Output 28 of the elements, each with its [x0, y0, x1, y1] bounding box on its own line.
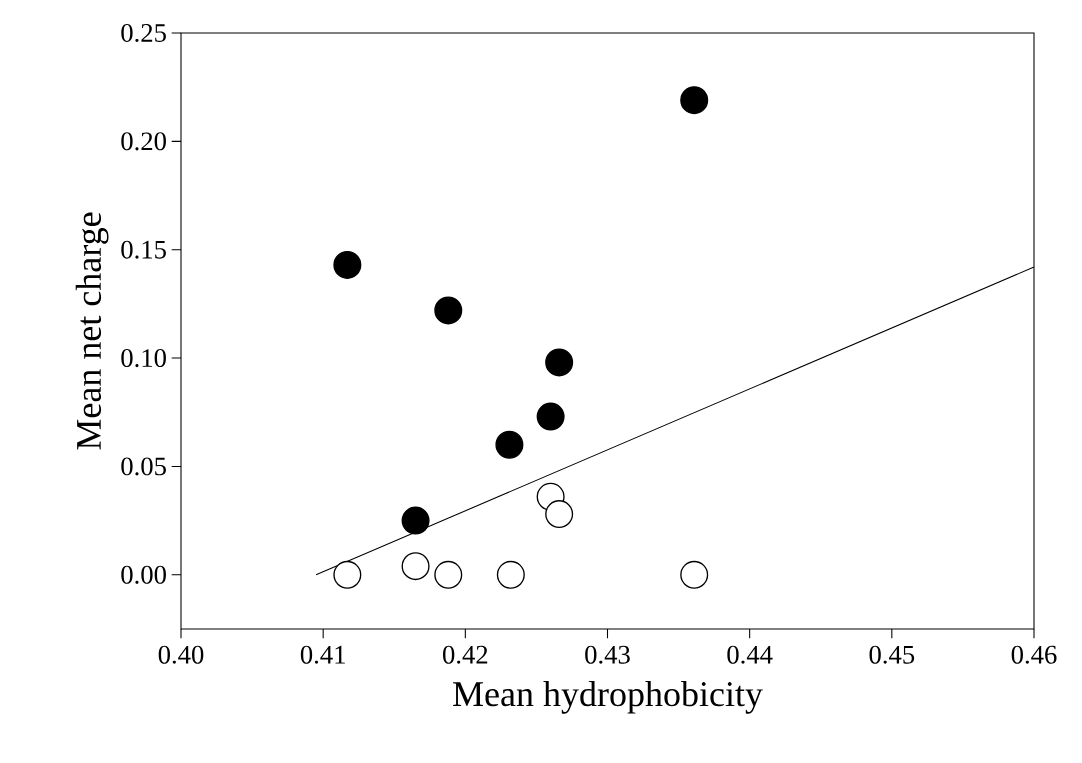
point [401, 552, 430, 581]
point [536, 402, 565, 431]
x-tick-label: 0.45 [869, 645, 915, 664]
point [680, 560, 709, 589]
point [434, 560, 463, 589]
x-tick-label: 0.44 [727, 645, 773, 664]
y-tick-label: 0.05 [121, 457, 166, 476]
y-tick-label: 0.00 [121, 565, 166, 584]
x-tick-label: 0.42 [443, 645, 488, 664]
x-tick-label: 0.46 [1011, 645, 1057, 664]
point [545, 500, 574, 529]
x-tick-label: 0.41 [300, 645, 345, 664]
y-tick-label: 0.15 [121, 240, 166, 259]
point [434, 296, 463, 325]
point [333, 560, 362, 589]
point [401, 506, 430, 535]
y-tick-label: 0.10 [121, 349, 166, 368]
y-tick-label: 0.20 [121, 132, 166, 151]
x-tick-label: 0.43 [585, 645, 630, 664]
point [495, 430, 524, 459]
point [545, 348, 574, 377]
x-tick-label: 0.40 [158, 645, 204, 664]
y-axis-title: Mean net charge [75, 212, 109, 450]
y-tick-label: 0.25 [121, 23, 166, 43]
point [680, 86, 709, 115]
x-axis-title: Mean hydrophobicity [453, 680, 763, 714]
point [333, 250, 362, 279]
point [496, 560, 525, 589]
